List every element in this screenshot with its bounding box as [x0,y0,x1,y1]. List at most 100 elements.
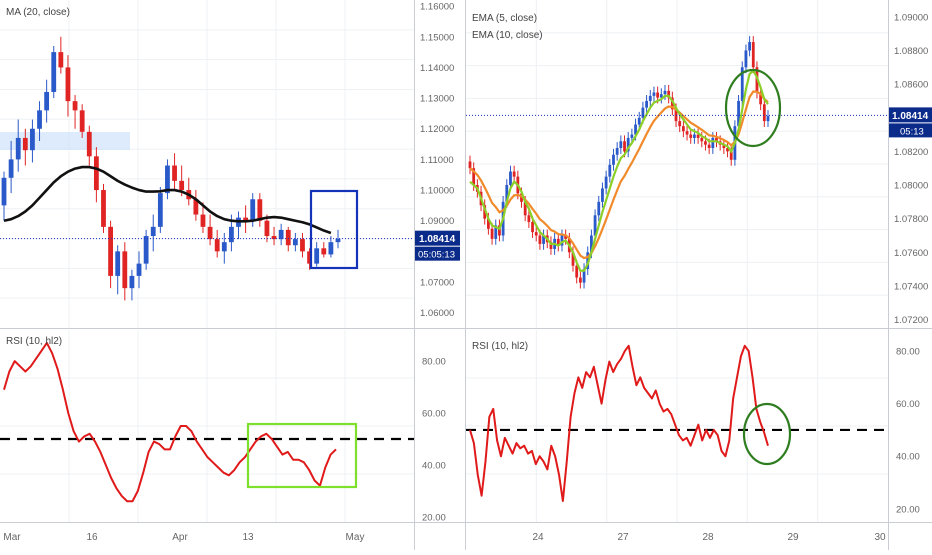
candle-body [593,215,597,236]
candle-body [72,101,78,111]
y-tick-label: 40.00 [422,460,446,471]
candle-body [65,67,71,102]
price-badge-label: 1.08414 [419,234,456,245]
candle-body [689,134,693,138]
y-tick-label: 1.11000 [420,155,454,166]
y-tick-label: 1.15000 [420,32,454,43]
candle-body [531,222,534,233]
candle-body [179,180,185,191]
candle-body [523,201,527,216]
candle-body [486,218,490,229]
candle-body [737,100,740,127]
candle-body [321,248,327,255]
candle-body [165,165,170,194]
candle-body [8,159,14,178]
annotation-circle [724,68,782,148]
candle-body [257,199,263,221]
candle-body [136,263,142,276]
candle-body [278,229,284,240]
candle-body [685,131,689,135]
y-tick-label: 40.00 [896,452,920,463]
candle-body [645,100,648,108]
candle-body [608,164,612,177]
price-badge [889,107,932,123]
price-badge [415,230,460,246]
y-tick-label: 1.09000 [420,216,454,227]
candle-body [129,275,135,289]
y-tick-label: 60.00 [896,399,920,410]
candle-body [300,239,305,252]
candle-body [214,239,220,252]
candle-body [766,116,770,122]
candle-body [37,110,42,129]
x-tick-label: 30 [874,532,886,543]
candle-body [578,277,582,283]
candle-body [150,226,156,237]
countdown-label: 05:13 [900,126,924,137]
y-tick-label: 1.16000 [420,2,454,13]
candle-body [307,251,312,264]
candle-body [670,97,674,110]
candle-body [30,128,35,151]
candle-body [648,95,652,101]
rsi-line [469,344,769,502]
countdown-badge [889,123,932,138]
candle-body [79,110,85,132]
indicator-label-ema-slow: EMA (10, close) [472,30,543,41]
candle-body [656,92,660,98]
candle-body [534,232,538,236]
candle-body [542,235,545,244]
y-tick-label: 1.06000 [420,308,454,319]
ema-fast-line [469,68,769,272]
candle-body [527,215,531,223]
candle-body [693,134,696,138]
candle-body [505,185,509,202]
candle-body [612,154,615,165]
candle-body [726,148,729,152]
x-tick-label: Mar [3,532,21,543]
candle-body [601,188,604,202]
countdown-label: 05:05:13 [418,250,455,261]
candle-body [663,90,667,95]
y-tick-label: 1.08600 [894,80,928,91]
x-tick-label: May [346,532,365,543]
candle-body [335,238,341,243]
candle-body [590,235,593,253]
candle-body [604,176,608,189]
candle-body [560,235,564,246]
candle-body [468,161,472,169]
candle-body [51,52,57,92]
y-tick-label: 1.08800 [894,46,928,57]
candle-body [108,226,113,276]
x-tick-label: 29 [787,532,799,543]
candle-body [44,91,50,111]
candle-body [762,104,766,122]
candle-body [667,90,671,98]
y-tick-label: 1.07600 [894,248,928,259]
y-tick-label: 20.00 [896,504,920,515]
y-tick-label: 60.00 [422,409,446,420]
y-tick-label: 80.00 [422,357,446,368]
candle-body [538,235,542,244]
candle-body [575,265,579,278]
candle-body [619,141,623,149]
ema-slow-line [469,90,769,260]
candle-body [722,144,726,149]
y-tick-label: 1.09000 [894,12,928,23]
candle-body [751,42,755,68]
candle-body [15,137,21,160]
indicator-label-ma: MA (20, close) [6,7,70,18]
candle-body [512,171,516,177]
candle-body [143,236,149,264]
candle-body [564,235,568,239]
y-tick-label: 1.08000 [894,181,928,192]
y-tick-label: 1.07200 [894,315,928,326]
candle-body [22,137,28,151]
y-tick-label: 1.07000 [420,278,454,289]
indicator-label-rsi: RSI (10, hl2) [472,341,528,352]
candle-body [641,107,645,118]
y-tick-label: 1.12000 [420,124,454,135]
candle-body [264,220,270,237]
candle-body [314,248,320,264]
candle-body [58,52,64,68]
